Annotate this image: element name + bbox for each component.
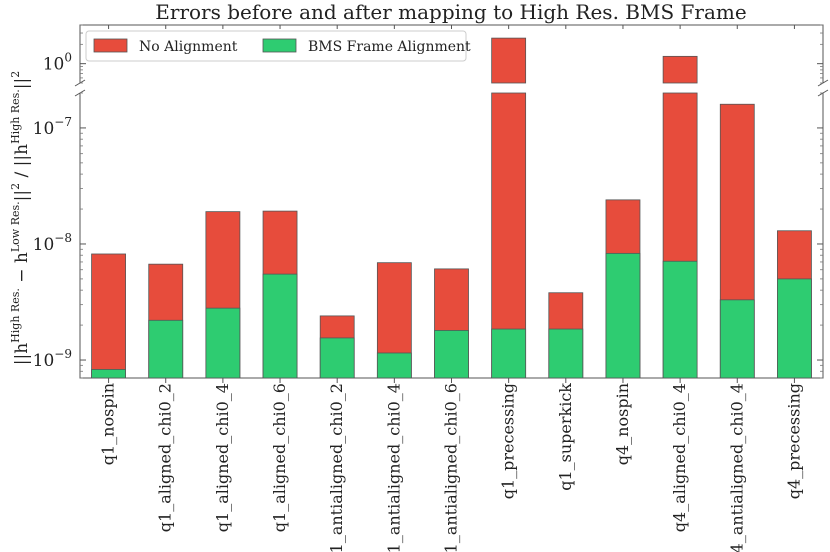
x-tick-label: q1_precessing	[499, 383, 518, 499]
bar-bms-frame-alignment	[205, 307, 241, 379]
bar-bms-frame-alignment	[548, 328, 584, 379]
axes-frames: 10−9 10−8 10−7 100	[33, 24, 829, 383]
bar-bms-frame-alignment	[662, 260, 698, 379]
x-tick-label: q1_antialigned_chi0_6	[442, 383, 461, 552]
x-tick-label: q4_precessing	[784, 383, 803, 499]
y-tick-label: 10−7	[33, 115, 72, 139]
legend-label-bms-frame-alignment: BMS Frame Alignment	[308, 39, 471, 55]
bar-bms-frame-alignment	[777, 278, 812, 379]
x-tick-label: q1_superkick	[556, 383, 575, 491]
y-tick-label: 100	[43, 51, 72, 75]
x-tick-label: q1_aligned_chi0_2	[156, 383, 175, 532]
bar-no-alignment-upper	[662, 55, 698, 84]
chart-title: Errors before and after mapping to High …	[155, 0, 746, 24]
x-tick-label: q1_antialigned_chi0_4	[384, 383, 403, 552]
x-tick-label: q1_aligned_chi0_4	[213, 383, 232, 532]
bar-no-alignment-upper	[491, 37, 527, 84]
y-tick-label: 10−8	[33, 231, 72, 255]
legend-swatch-no-alignment	[93, 38, 128, 53]
bar-bms-frame-alignment	[434, 330, 469, 379]
x-tick-labels: q1_nospin q1_aligned_chi0_2 q1_aligned_chi…	[99, 383, 804, 552]
x-tick-label: q1_aligned_chi0_6	[270, 383, 289, 532]
x-tick-label: q4_nospin	[613, 383, 632, 465]
bar-bms-frame-alignment	[491, 328, 527, 379]
bar-bms-frame-alignment	[376, 352, 412, 379]
bar-bms-frame-alignment	[319, 337, 355, 379]
bar-no-alignment	[91, 253, 126, 379]
y-tick-label: 10−9	[33, 347, 72, 371]
bars	[91, 37, 812, 379]
bar-bms-frame-alignment	[91, 369, 126, 379]
y-axis-label: ||hHigh Res. − hLow Res.||2 / ||hHigh Re…	[9, 71, 32, 365]
x-tick-label: q4_aligned_chi0_4	[670, 383, 689, 532]
legend-label-no-alignment: No Alignment	[139, 39, 238, 55]
legend-swatch-bms-frame-alignment	[262, 38, 297, 53]
bar-bms-frame-alignment	[605, 252, 641, 379]
bar-bms-frame-alignment	[148, 319, 184, 379]
legend: No Alignment BMS Frame Alignment	[85, 30, 471, 62]
x-tick-label: q4_antialigned_chi0_4	[727, 383, 746, 552]
x-tick-label: q1_nospin	[99, 383, 118, 465]
bar-bms-frame-alignment	[262, 273, 298, 379]
x-tick-label: q1_antialigned_chi0_2	[327, 383, 346, 552]
bar-bms-frame-alignment	[719, 299, 755, 379]
